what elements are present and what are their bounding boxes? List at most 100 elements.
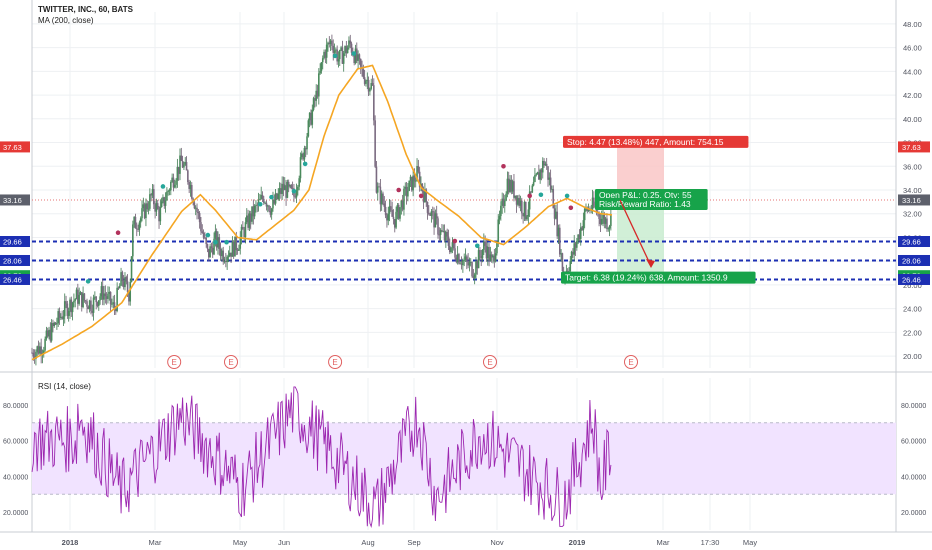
candle-body [425, 189, 428, 202]
candle-body [513, 181, 515, 198]
rsi-tick-label-right: 20.0000 [901, 510, 926, 517]
candle-body [179, 155, 181, 174]
candle-body [551, 189, 553, 190]
candle-body [206, 243, 209, 249]
candle-body [80, 292, 83, 308]
candle-body [502, 198, 505, 206]
signal-dot [452, 238, 458, 244]
earnings-marker [328, 355, 343, 369]
candle-body [599, 219, 602, 225]
candle-body [479, 250, 481, 256]
candle-body [141, 208, 143, 219]
stop-label: Stop: 4.47 (13.48%) 447, Amount: 754.15 [567, 137, 724, 147]
candle-body [113, 302, 116, 309]
candle-body [505, 193, 507, 201]
signal-dot [115, 230, 121, 236]
candle-body [129, 281, 132, 302]
candle-body [164, 200, 167, 206]
candle-body [139, 218, 142, 223]
candle-body [331, 40, 333, 46]
candle-body [135, 228, 138, 230]
candle-body [448, 245, 451, 253]
candle-body [523, 201, 526, 217]
candle-body [243, 229, 245, 237]
candle-body [88, 300, 91, 310]
candle-body [517, 198, 519, 205]
candle-body [60, 316, 62, 318]
candle-body [603, 214, 606, 224]
candle-body [498, 216, 501, 220]
candle-body [92, 297, 95, 313]
candle-body [409, 176, 412, 181]
candle-body [219, 248, 222, 257]
candle-body [104, 293, 107, 297]
candle-body [184, 162, 187, 165]
candle-body [583, 208, 586, 221]
candle-body [172, 177, 175, 188]
candle-body [285, 185, 287, 198]
candle-body [442, 230, 445, 232]
candle-body [282, 183, 285, 191]
candle-body [202, 232, 205, 238]
signal-dot [474, 243, 480, 249]
candle-body [472, 276, 475, 278]
rsi-tick-label-right: 80.0000 [901, 403, 926, 410]
candle-body [90, 300, 92, 311]
candle-body [290, 185, 293, 189]
price-tag-right [898, 273, 930, 285]
candle-body [532, 182, 535, 186]
candle-body [530, 191, 532, 193]
candle-body [407, 190, 409, 197]
candle-body [261, 194, 264, 199]
candle-body [591, 197, 594, 210]
signal-dot [568, 205, 574, 211]
candle-body [416, 166, 418, 181]
candle-body [374, 120, 376, 167]
candle-body [270, 208, 273, 215]
candle-body [232, 241, 235, 257]
earnings-marker [483, 355, 497, 369]
candle-body [473, 274, 476, 278]
ma-200-line [31, 64, 613, 361]
candle-body [340, 47, 342, 50]
candle-body [86, 301, 88, 307]
candle-body [134, 216, 137, 229]
rsi-tick-label-left: 20.0000 [3, 510, 28, 517]
candle-body [95, 296, 97, 303]
candle-body [222, 250, 225, 262]
candle-body [443, 230, 446, 241]
candle-body [176, 166, 179, 181]
candle-body [607, 228, 610, 230]
y-axis-main: 20.0022.0024.0026.0028.0030.0032.0034.00… [898, 20, 930, 361]
candle-body [561, 253, 564, 272]
candle-body [145, 203, 147, 219]
candle-body [210, 246, 213, 248]
rsi-title: RSI (14, close) [38, 382, 91, 391]
candle-body [308, 112, 311, 121]
candle-body [431, 211, 434, 213]
candle-body [507, 178, 510, 192]
candle-body [438, 234, 441, 236]
position-zones [617, 146, 664, 276]
earnings-marker-label: E [228, 358, 233, 367]
chart-legend: TWITTER, INC., 60, BATS MA (200, close) [38, 4, 133, 26]
candle-body [168, 190, 171, 192]
candle-body [74, 299, 77, 301]
candle-body [384, 206, 387, 216]
candle-body [170, 181, 172, 191]
candle-body [573, 243, 576, 255]
candle-body [400, 200, 403, 208]
candle-body [518, 198, 520, 206]
candle-body [320, 62, 323, 71]
candle-body [422, 191, 425, 203]
candle-body [223, 261, 226, 262]
candle-body [193, 202, 196, 209]
candle-body [146, 203, 149, 210]
candle-body [464, 256, 467, 260]
candle-body [566, 270, 569, 272]
candle-body [468, 262, 471, 266]
candle-body [96, 302, 99, 306]
candle-body [46, 330, 49, 337]
candle-body [493, 255, 496, 262]
candle-body [534, 175, 536, 183]
